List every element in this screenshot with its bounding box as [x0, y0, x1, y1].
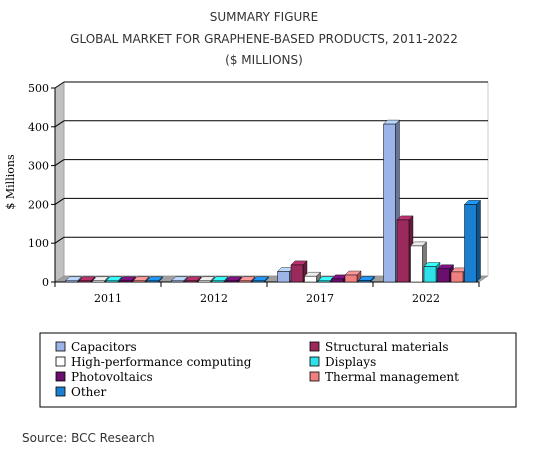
legend-box	[39, 332, 517, 408]
y-tick-label: 400	[28, 121, 49, 134]
legend-item: High-performance computing	[55, 355, 252, 369]
bar	[132, 276, 150, 283]
y-tick-label: 0	[42, 276, 49, 289]
legend-item: Displays	[309, 355, 376, 369]
chart-title-line-3: ($ MILLIONS)	[225, 53, 303, 67]
legend-label: Structural materials	[325, 340, 449, 354]
chart-title-line-2: GLOBAL MARKET FOR GRAPHENE-BASED PRODUCT…	[70, 32, 458, 46]
legend-item: Capacitors	[55, 340, 137, 354]
y-tick-label: 300	[28, 160, 49, 173]
legend-label: Displays	[325, 355, 376, 369]
bar	[290, 260, 308, 283]
y-tick-label: 500	[28, 82, 49, 95]
bar	[252, 276, 269, 283]
legend-item: Thermal management	[309, 370, 459, 384]
bar	[146, 276, 163, 283]
legend-swatch	[55, 371, 66, 382]
gridline-side	[54, 81, 65, 89]
gridline-side	[54, 159, 65, 167]
bar	[383, 119, 400, 283]
legend-label: Other	[71, 385, 106, 399]
bar	[238, 276, 256, 283]
x-axis-ticks: 2011 2012 2017 2022	[54, 282, 480, 305]
gridline-side	[54, 236, 65, 244]
legend-item: Photovoltaics	[55, 370, 153, 384]
legend: Capacitors Structural materials High-perfo…	[39, 332, 517, 408]
legend-swatch	[309, 371, 320, 382]
source-note: Source: BCC Research	[22, 431, 155, 445]
bar	[184, 276, 202, 283]
legend-swatch	[309, 356, 320, 367]
bar	[358, 275, 375, 283]
x-tick-label: 2017	[306, 292, 334, 305]
y-tick-label: 100	[28, 237, 49, 250]
gridlines	[54, 81, 488, 244]
bar	[65, 276, 82, 283]
legend-swatch	[55, 386, 66, 397]
x-tick-label: 2012	[200, 292, 228, 305]
plot-area	[54, 81, 489, 283]
legend-swatch	[309, 341, 320, 352]
bar	[78, 276, 96, 283]
bar	[92, 276, 109, 283]
plot-side-wall	[54, 81, 65, 283]
gridline-side	[54, 120, 65, 128]
legend-swatch	[55, 341, 66, 352]
y-axis-ticks: 0 100 200 300 400 500	[28, 82, 55, 289]
y-tick-label: 200	[28, 198, 49, 211]
bar	[304, 271, 321, 283]
bar	[198, 276, 215, 283]
x-tick-label: 2022	[412, 292, 440, 305]
chart-title-line-1: SUMMARY FIGURE	[210, 10, 318, 24]
legend-label: High-performance computing	[71, 355, 252, 369]
bars	[65, 119, 481, 283]
bar	[211, 276, 229, 283]
bar	[105, 276, 123, 283]
legend-label: Thermal management	[325, 370, 459, 384]
bar	[464, 199, 481, 283]
bar	[119, 276, 136, 283]
legend-label: Capacitors	[71, 340, 137, 354]
legend-item: Structural materials	[309, 340, 449, 354]
gridline-side	[54, 197, 65, 205]
bar	[171, 276, 188, 283]
y-axis-label: $ Millions	[4, 154, 17, 210]
legend-label: Photovoltaics	[71, 370, 153, 384]
bar	[344, 270, 362, 283]
legend-swatch	[55, 356, 66, 367]
x-tick-label: 2011	[94, 292, 122, 305]
bar	[225, 276, 242, 283]
legend-item: Other	[55, 385, 106, 399]
